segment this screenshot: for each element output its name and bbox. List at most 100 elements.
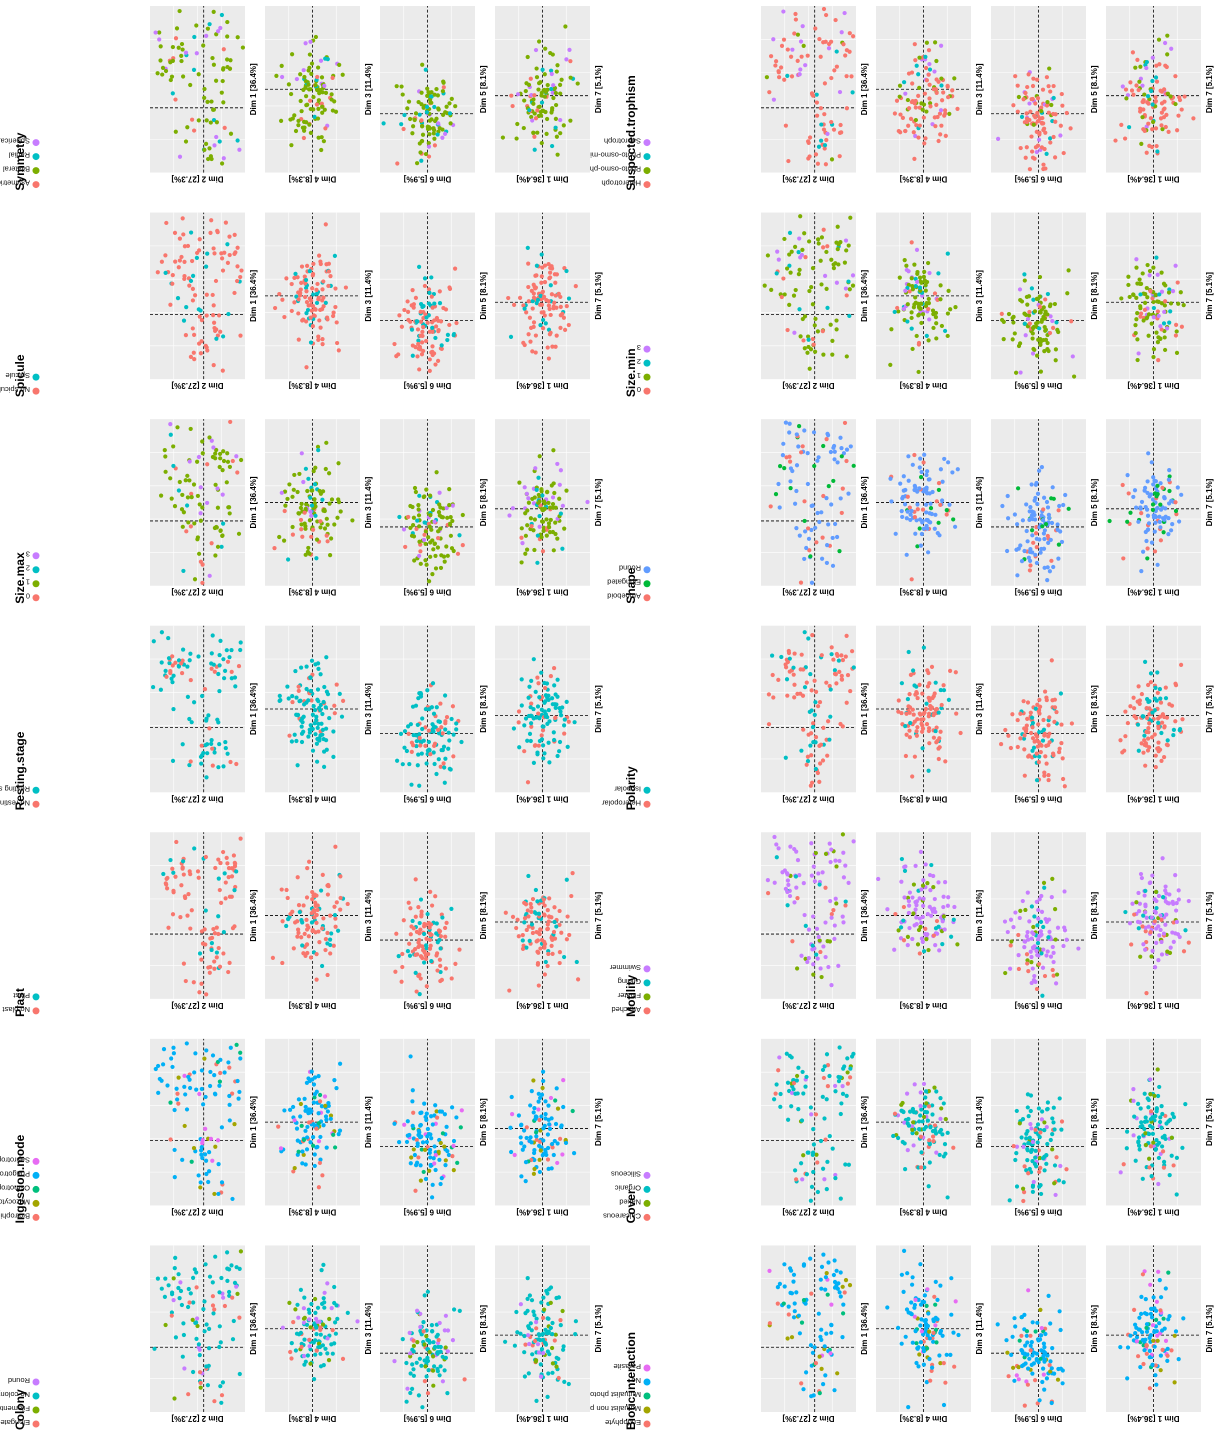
data-point: [925, 932, 929, 936]
data-point: [786, 878, 790, 882]
data-point: [1160, 127, 1164, 131]
scatter-panel: Dim 7 [5.1%]Dim 1 [36.4%]: [1106, 6, 1214, 184]
data-point: [924, 109, 928, 113]
data-point: [1157, 515, 1161, 519]
data-point: [172, 674, 176, 678]
data-point: [1020, 115, 1024, 119]
data-point: [1035, 130, 1039, 134]
data-point: [1154, 126, 1158, 130]
legend-key: [644, 993, 651, 1000]
data-point: [234, 1285, 238, 1289]
data-point: [839, 653, 843, 657]
data-point: [1050, 658, 1054, 662]
data-point: [211, 1303, 215, 1307]
data-point: [778, 505, 782, 509]
data-point: [1138, 920, 1142, 924]
data-point: [1161, 856, 1165, 860]
data-point: [215, 955, 219, 959]
data-point: [1037, 698, 1041, 702]
data-point: [798, 214, 802, 218]
data-point: [228, 961, 232, 965]
data-point: [1054, 1193, 1058, 1197]
data-point: [238, 1372, 242, 1376]
data-point: [825, 1187, 829, 1191]
data-point: [925, 78, 929, 82]
data-point: [437, 1158, 441, 1162]
data-point: [902, 938, 906, 942]
data-point: [1168, 1173, 1172, 1177]
data-point: [927, 1104, 931, 1108]
data-point: [211, 1311, 215, 1315]
data-point: [803, 346, 807, 350]
data-point: [1156, 1339, 1160, 1343]
data-point: [1011, 320, 1015, 324]
data-point: [836, 262, 840, 266]
data-point: [424, 1177, 428, 1181]
data-point: [528, 1293, 532, 1297]
legend-key: [644, 374, 651, 381]
data-point: [1033, 1378, 1037, 1382]
data-point: [1171, 900, 1175, 904]
data-point: [805, 1172, 809, 1176]
data-point: [181, 1321, 185, 1325]
data-point: [1054, 710, 1058, 714]
data-point: [1043, 1168, 1047, 1172]
data-point: [1048, 304, 1052, 308]
data-point: [225, 856, 229, 860]
data-point: [818, 1391, 822, 1395]
data-point: [828, 842, 832, 846]
legend-key: [644, 388, 651, 395]
legend-title: Size.min: [624, 348, 638, 397]
data-point: [286, 896, 290, 900]
data-point: [450, 976, 454, 980]
data-point: [1061, 1368, 1065, 1372]
data-point: [1054, 1155, 1058, 1159]
data-point: [815, 459, 819, 463]
data-point: [173, 1266, 177, 1270]
data-point: [1169, 94, 1173, 98]
data-point: [913, 692, 917, 696]
data-point: [773, 881, 777, 885]
data-point: [549, 1096, 553, 1100]
data-point: [1044, 917, 1048, 921]
data-point: [1029, 1126, 1033, 1130]
data-point: [798, 67, 802, 71]
data-point: [332, 905, 336, 909]
data-point: [1177, 888, 1181, 892]
data-point: [942, 457, 946, 461]
data-point: [936, 271, 940, 275]
data-point: [1165, 716, 1169, 720]
data-point: [788, 845, 792, 849]
data-point: [912, 263, 916, 267]
data-point: [1122, 1162, 1126, 1166]
data-point: [424, 1115, 428, 1119]
data-point: [811, 1351, 815, 1355]
data-point: [436, 1352, 440, 1356]
data-point: [298, 910, 302, 914]
data-point: [913, 58, 917, 62]
data-point: [1177, 519, 1181, 523]
data-point: [841, 658, 845, 662]
data-point: [1035, 561, 1039, 565]
legend-key: [644, 979, 651, 986]
data-point: [801, 1091, 805, 1095]
data-point: [918, 286, 922, 290]
data-point: [826, 1084, 830, 1088]
data-point: [1047, 513, 1051, 517]
data-point: [1139, 1106, 1143, 1110]
data-point: [536, 961, 540, 965]
data-point: [537, 983, 541, 987]
data-point: [561, 1348, 565, 1352]
data-point: [792, 900, 796, 904]
data-point: [1067, 507, 1071, 511]
data-point: [915, 717, 919, 721]
data-point: [799, 450, 803, 454]
data-point: [1169, 301, 1173, 305]
data-point: [1141, 550, 1145, 554]
data-point: [1032, 513, 1036, 517]
data-point: [530, 1298, 534, 1302]
data-point: [298, 1114, 302, 1118]
data-point: [912, 683, 916, 687]
data-point: [927, 48, 931, 52]
data-point: [217, 1290, 221, 1294]
